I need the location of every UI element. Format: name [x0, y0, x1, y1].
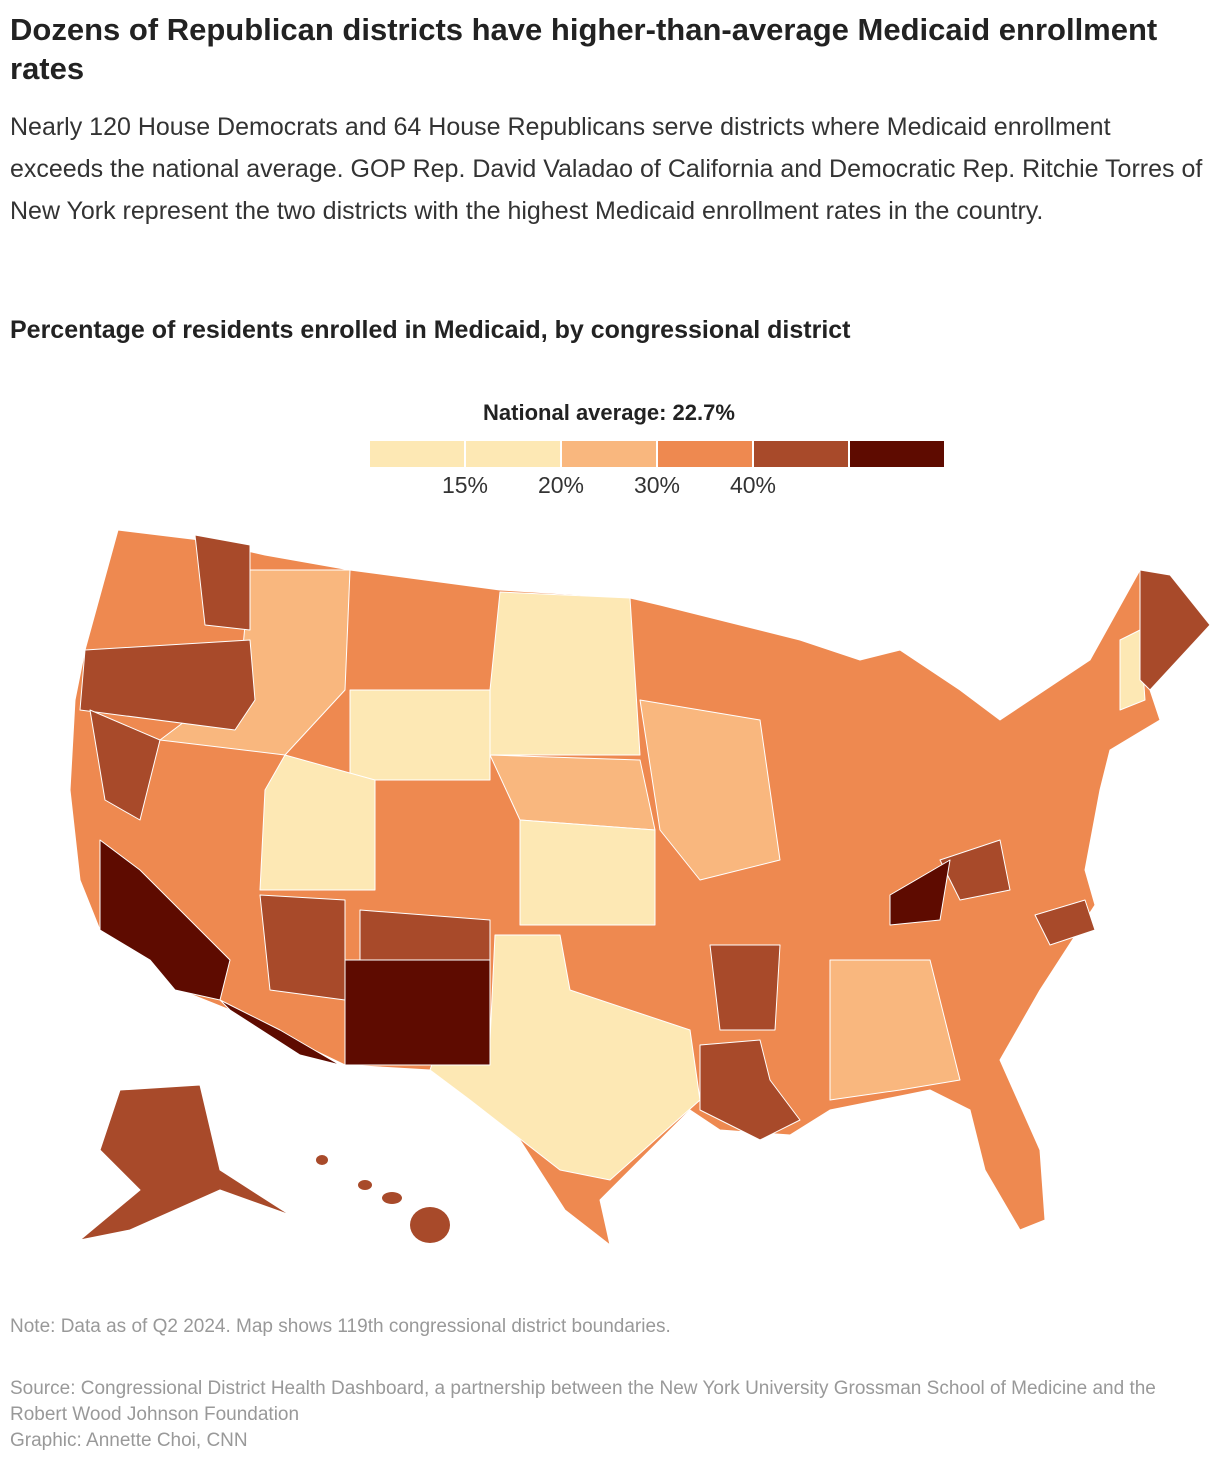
region: [489, 591, 641, 756]
region: [519, 819, 656, 926]
region: [89, 709, 161, 821]
legend-tick-label: 20%: [538, 472, 584, 498]
region: [316, 1155, 328, 1165]
title: Dozens of Republican districts have high…: [10, 12, 1158, 86]
region: [194, 534, 251, 631]
legend-swatch: [850, 441, 944, 467]
region: [79, 1084, 291, 1241]
legend-swatch: [754, 441, 848, 467]
region: [358, 1180, 372, 1190]
region: [259, 754, 376, 891]
region: [709, 944, 781, 1031]
region: [349, 689, 491, 781]
legend: 15% 20% 30% 40%: [370, 441, 944, 498]
region: [79, 639, 256, 731]
note: Note: Data as of Q2 2024. Map shows 119t…: [10, 1316, 671, 1337]
source: Source: Congressional District Health Da…: [10, 1378, 1156, 1425]
region: [259, 894, 346, 1001]
lower-48: [69, 529, 1211, 1246]
region: [410, 1207, 450, 1243]
legend-swatch: [658, 441, 752, 467]
region: [639, 699, 781, 881]
alaska: [79, 1084, 291, 1241]
credit: Graphic: Annette Choi, CNN: [10, 1430, 248, 1451]
legend-swatch: [370, 441, 464, 467]
region: [1139, 569, 1211, 691]
legend-swatch: [562, 441, 656, 467]
legend-tick-label: 30%: [634, 472, 680, 498]
region: [889, 859, 951, 926]
legend-swatch: [466, 441, 560, 467]
region: [344, 959, 491, 1066]
region: [939, 839, 1011, 901]
region: [99, 839, 231, 1001]
map: National average: 22.7% 15% 20% 30% 40%: [69, 400, 1211, 1246]
region: [1034, 899, 1096, 946]
chart-title: Percentage of residents enrolled in Medi…: [10, 316, 851, 344]
region: [1119, 629, 1146, 711]
hawaii: [316, 1155, 450, 1243]
region: [382, 1192, 402, 1204]
legend-tick-label: 15%: [442, 472, 488, 498]
subtitle: Nearly 120 House Democrats and 64 House …: [10, 113, 1203, 225]
region: [699, 1039, 801, 1141]
legend-title: National average: 22.7%: [483, 400, 735, 425]
region: [829, 959, 961, 1101]
region: [219, 999, 341, 1066]
legend-tick-label: 40%: [730, 472, 776, 498]
